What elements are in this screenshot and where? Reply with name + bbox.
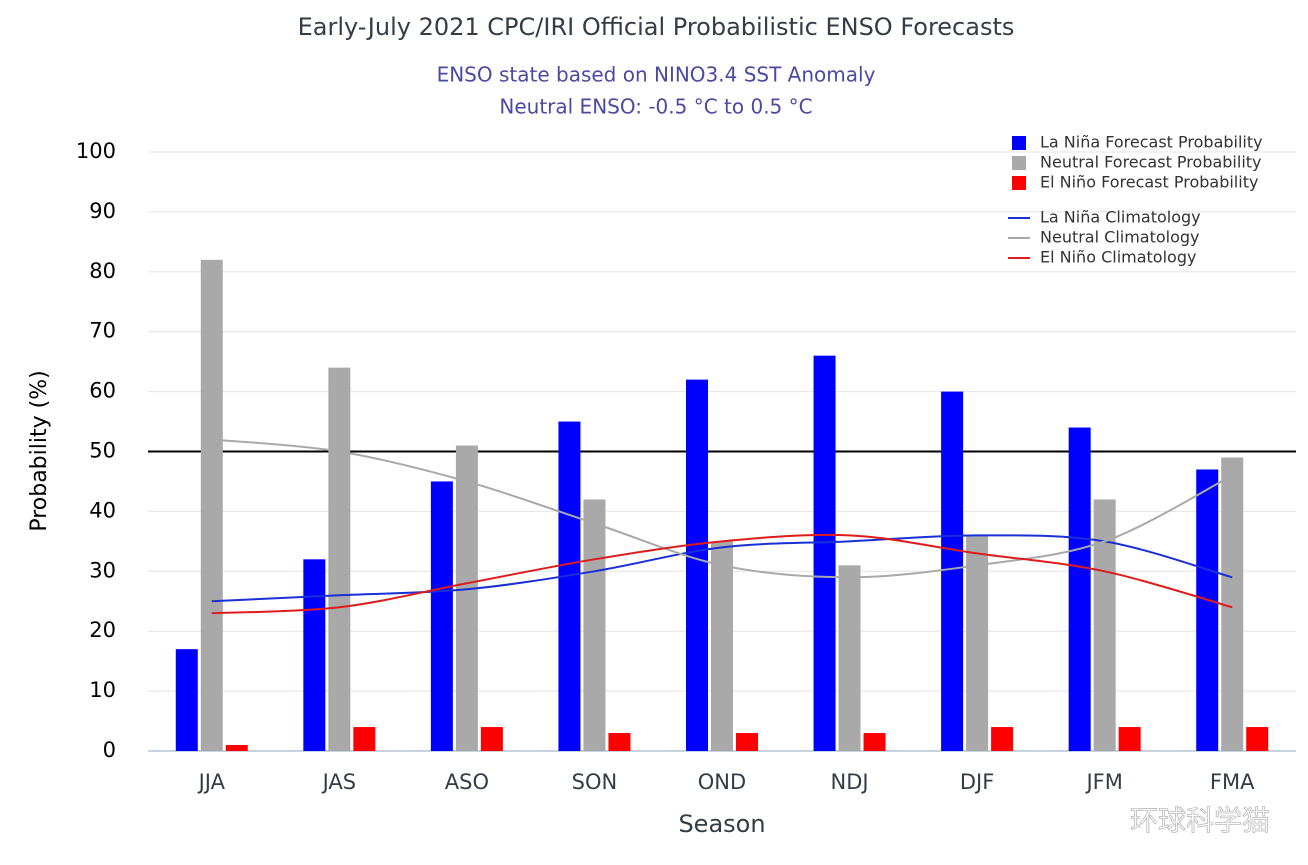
bar (175, 649, 198, 751)
bar (608, 733, 631, 751)
bar (686, 379, 708, 751)
climatology-line (211, 534, 1233, 603)
bar (813, 355, 836, 751)
climatology-line (211, 438, 1233, 579)
legend-label: El Niño Climatology (1040, 248, 1196, 267)
bar (200, 259, 223, 751)
bar (225, 745, 248, 751)
legend-swatch (1012, 136, 1026, 150)
y-tick-label: 20 (89, 618, 116, 642)
y-axis-label: Probability (%) (27, 370, 52, 531)
x-tick-label: OND (698, 770, 746, 794)
bar (1118, 727, 1141, 751)
y-tick-label: 100 (76, 139, 116, 163)
bar (1246, 727, 1269, 751)
x-tick-label: NDJ (831, 770, 869, 794)
bar (941, 391, 964, 751)
bar (838, 565, 861, 751)
chart-subtitle: Neutral ENSO: -0.5 °C to 0.5 °C (499, 95, 812, 119)
y-tick-label: 90 (89, 199, 116, 223)
legend-label: Neutral Forecast Probability (1040, 153, 1262, 172)
y-tick-label: 60 (89, 379, 116, 403)
bar (455, 445, 478, 751)
legend-label: Neutral Climatology (1040, 228, 1200, 247)
bar (1221, 457, 1244, 751)
chart-subtitle: ENSO state based on NINO3.4 SST Anomaly (437, 63, 876, 87)
bar (1068, 427, 1091, 751)
y-tick-label: 10 (89, 678, 116, 702)
bar (558, 421, 581, 751)
bar (711, 541, 733, 751)
x-tick-label: FMA (1210, 770, 1255, 794)
bar (480, 727, 503, 751)
bar (863, 733, 886, 751)
bar (1196, 469, 1219, 751)
bar (1093, 499, 1116, 751)
legend-label: La Niña Forecast Probability (1040, 133, 1263, 152)
legend-label: La Niña Climatology (1040, 208, 1201, 227)
x-tick-label: JJA (197, 770, 226, 794)
bar (991, 727, 1014, 751)
x-tick-label: ASO (445, 770, 489, 794)
bar (966, 535, 989, 751)
legend-swatch (1012, 176, 1026, 190)
y-tick-label: 30 (89, 558, 116, 582)
bar (303, 559, 326, 751)
x-tick-label: SON (572, 770, 618, 794)
watermark: 环球科学猫 (1130, 804, 1270, 837)
x-tick-label: DJF (960, 770, 994, 794)
y-tick-label: 50 (89, 439, 116, 463)
legend-swatch (1012, 156, 1026, 170)
x-axis-label: Season (678, 810, 765, 838)
y-tick-label: 0 (103, 738, 116, 762)
chart-title: Early-July 2021 CPC/IRI Official Probabi… (298, 13, 1015, 41)
bar (736, 733, 758, 751)
legend-label: El Niño Forecast Probability (1040, 173, 1258, 192)
bar (583, 499, 606, 751)
bar (353, 727, 376, 751)
bar (430, 481, 453, 751)
y-tick-label: 70 (89, 319, 116, 343)
x-tick-label: JAS (321, 770, 357, 794)
y-tick-label: 80 (89, 259, 116, 283)
x-tick-label: JFM (1084, 770, 1122, 794)
climatology-line (211, 533, 1233, 615)
y-tick-label: 40 (89, 498, 116, 522)
bar (328, 367, 351, 751)
